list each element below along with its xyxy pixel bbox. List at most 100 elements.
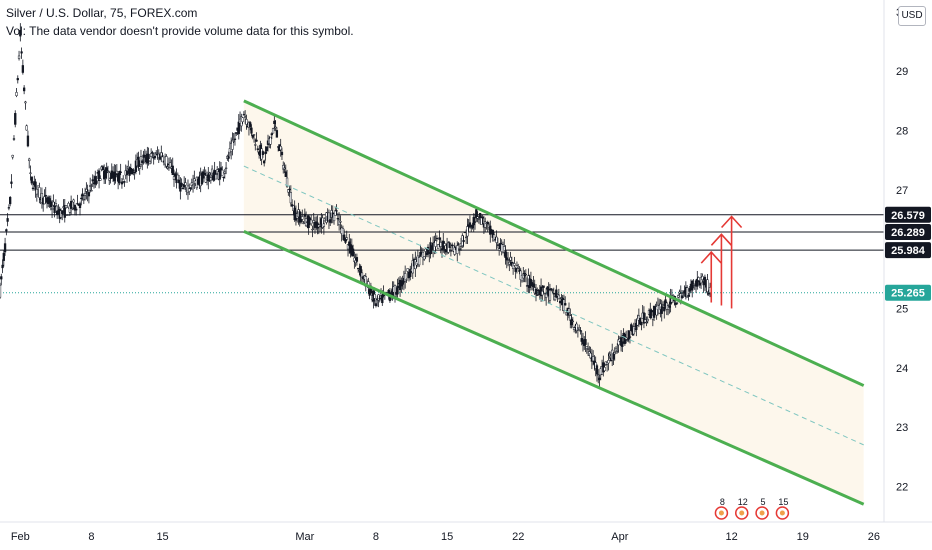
candle-body <box>329 219 332 223</box>
candle-body <box>453 247 456 255</box>
candle-body <box>555 289 558 298</box>
candle-body <box>471 224 474 229</box>
candle-body <box>43 196 46 205</box>
candle-body <box>203 172 206 176</box>
candle-body <box>81 193 84 197</box>
candle-body <box>509 257 512 261</box>
candle-body <box>141 160 144 164</box>
candle-body <box>209 177 212 181</box>
candle-body <box>50 207 54 210</box>
candle-body <box>235 132 238 134</box>
channel-lower-line[interactable] <box>243 229 865 506</box>
candle-body <box>285 177 289 187</box>
candle-body <box>576 329 580 331</box>
candle-body <box>71 207 74 210</box>
candle-body <box>355 257 359 262</box>
candle-body <box>21 65 25 73</box>
candle-body <box>603 367 606 372</box>
candle-body <box>466 226 469 237</box>
candle-body <box>245 119 248 125</box>
candle-body <box>621 341 624 347</box>
candle-body <box>29 172 32 174</box>
candle-body <box>443 243 446 246</box>
candle-body <box>85 188 88 192</box>
candle-body <box>652 305 656 318</box>
candle-body <box>132 169 135 171</box>
candle-body <box>64 205 68 208</box>
candle-body <box>477 218 480 220</box>
candle-body <box>627 330 630 340</box>
candle-body <box>558 300 562 304</box>
candle-body <box>616 350 619 352</box>
candle-body <box>1 264 4 269</box>
candle-body <box>345 237 348 240</box>
chart-title: Silver / U.S. Dollar, 75, FOREX.com <box>6 6 198 20</box>
candle-body <box>434 240 437 247</box>
candle-body <box>224 167 228 169</box>
x-tick-label: 15 <box>441 531 453 543</box>
candle-body <box>11 154 14 158</box>
y-tick-label: 28 <box>896 126 908 138</box>
candle-body <box>165 156 168 167</box>
candle-body <box>254 144 257 146</box>
candle-body <box>166 166 169 169</box>
candle-body <box>106 170 110 172</box>
candle-body <box>101 166 105 171</box>
candle-body <box>237 121 240 135</box>
candle-body <box>148 161 152 165</box>
candle-body <box>78 203 82 209</box>
event-count: 12 <box>738 497 748 507</box>
candle-body <box>462 240 465 243</box>
candle-body <box>495 236 498 243</box>
candle-body <box>283 167 286 170</box>
candle-body <box>668 305 671 308</box>
candle-body <box>90 190 93 192</box>
candle-body <box>269 136 272 145</box>
channel-upper-line[interactable] <box>243 99 865 387</box>
candle-body <box>478 212 482 219</box>
candle-body <box>12 138 16 140</box>
candle-body <box>15 92 18 96</box>
volume-note: Vol: The data vendor doesn't provide vol… <box>6 24 354 38</box>
candle-body <box>595 365 599 375</box>
candle-body <box>551 289 554 291</box>
candle-body <box>543 292 547 295</box>
event-count: 15 <box>778 497 788 507</box>
candle-body <box>250 127 253 134</box>
candle-body <box>31 187 35 190</box>
candle-body <box>284 171 287 177</box>
candle-body <box>83 192 87 196</box>
candle-body <box>691 280 694 291</box>
candle-body <box>598 377 601 381</box>
candle-body <box>439 242 442 247</box>
candle-body <box>542 285 545 288</box>
candle-body <box>35 188 38 195</box>
candle-body <box>517 266 520 269</box>
candle-body <box>279 146 282 151</box>
candle-body <box>377 294 380 301</box>
last-price-tag <box>885 284 931 301</box>
last-price-tag-label: 25.265 <box>891 288 925 300</box>
candle-body <box>480 217 483 225</box>
candle-body <box>75 208 78 211</box>
y-tick-label: 29 <box>896 66 908 78</box>
event-dot-icon <box>759 510 765 516</box>
candle-body <box>16 78 19 81</box>
candle-body <box>548 290 552 301</box>
price-level-tag <box>885 242 931 259</box>
candle-body <box>255 139 258 142</box>
candle-body <box>564 303 567 306</box>
currency-button[interactable]: USD <box>898 6 926 26</box>
candle-body <box>17 55 21 59</box>
candle-body <box>645 321 648 324</box>
candle-body <box>177 179 181 184</box>
candle-body <box>607 360 610 364</box>
candle-body <box>486 221 489 225</box>
candle-body <box>172 176 176 180</box>
x-tick-label: 22 <box>512 531 524 543</box>
candle-body <box>584 339 587 345</box>
candle-body <box>458 248 461 250</box>
candle-body <box>508 262 511 265</box>
candle-body <box>404 273 407 282</box>
